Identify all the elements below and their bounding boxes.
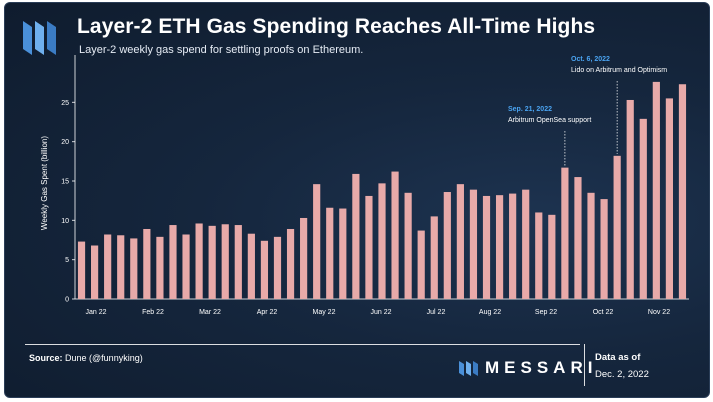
- bar: [91, 245, 99, 299]
- y-tick-label: 10: [61, 218, 69, 225]
- messari-logo-icon: [23, 21, 56, 55]
- bar: [561, 167, 569, 299]
- y-tick-label: 25: [61, 100, 69, 107]
- bar: [495, 195, 504, 299]
- x-tick-label: Aug 22: [479, 309, 501, 316]
- bar: [548, 214, 556, 299]
- data-as-of-date: Dec. 2, 2022: [595, 369, 649, 380]
- bar: [352, 173, 360, 299]
- x-tick-label: Mar 22: [199, 309, 221, 316]
- x-tick-label: Feb 22: [142, 309, 164, 316]
- bar: [300, 217, 308, 299]
- bar: [469, 189, 478, 299]
- x-tick-label: Jul 22: [427, 309, 446, 316]
- x-tick-label: Nov 22: [648, 309, 670, 316]
- brand-mark: MESSARI: [459, 358, 597, 378]
- bar: [639, 118, 647, 299]
- bar: [286, 228, 295, 299]
- bar: [430, 216, 438, 299]
- y-tick-label: 5: [65, 257, 69, 264]
- bar: [208, 225, 216, 299]
- data-as-of-label: Data as of: [595, 352, 641, 363]
- bar-chart: 0 5 10 15 20 25 Weekly Gas Spent (billion) Jan …: [40, 55, 689, 316]
- bar: [221, 224, 229, 299]
- bar: [339, 208, 347, 299]
- bar: [313, 184, 321, 299]
- y-tick-label: 15: [61, 179, 69, 186]
- bar: [417, 230, 425, 299]
- chart-card: Layer-2 ETH Gas Spending Reaches All-Tim…: [4, 2, 710, 398]
- bar: [509, 193, 517, 299]
- bar: [613, 155, 621, 299]
- source-note: Source: Dune (@funnyking): [29, 353, 143, 363]
- bar: [535, 212, 543, 299]
- bar: [365, 195, 373, 299]
- x-tick-label: Apr 22: [257, 309, 278, 316]
- bar: [443, 192, 451, 299]
- messari-brand-icon: [459, 361, 478, 376]
- bar: [130, 238, 138, 299]
- bar: [665, 98, 673, 300]
- bar: [482, 195, 491, 299]
- source-label: Source:: [29, 353, 63, 363]
- y-axis-label: Weekly Gas Spent (billion): [40, 136, 49, 230]
- annotation-date: Oct. 6, 2022: [571, 56, 610, 63]
- bar: [326, 207, 334, 299]
- bar: [378, 183, 386, 299]
- bar: [391, 171, 399, 299]
- bar: [404, 192, 412, 299]
- bar: [574, 177, 582, 299]
- bar: [77, 241, 86, 299]
- bar: [587, 192, 595, 299]
- x-tick-label: Sep 22: [535, 309, 557, 316]
- bar: [626, 99, 634, 300]
- y-tick-label: 0: [65, 297, 69, 304]
- footer-divider: [25, 344, 580, 345]
- chart-title: Layer-2 ETH Gas Spending Reaches All-Tim…: [77, 15, 596, 38]
- source-value: Dune (@funnyking): [65, 353, 143, 363]
- chart-subtitle: Layer-2 weekly gas spend for settling pr…: [79, 44, 364, 56]
- footer-vertical-divider: [584, 344, 585, 386]
- bar: [260, 240, 269, 299]
- bar: [652, 81, 660, 299]
- bar: [143, 228, 151, 299]
- x-tick-label: Jan 22: [85, 309, 106, 316]
- bar: [182, 234, 190, 299]
- bar: [522, 189, 530, 299]
- bar: [156, 236, 164, 299]
- bar: [247, 233, 255, 299]
- annotation-date: Sep. 21, 2022: [508, 106, 552, 113]
- bar: [117, 235, 125, 299]
- bar: [678, 84, 687, 300]
- x-tick-label: Oct 22: [593, 309, 614, 316]
- bar: [169, 225, 177, 299]
- bar: [104, 234, 112, 299]
- x-tick-label: Jun 22: [370, 309, 391, 316]
- bar: [456, 184, 464, 299]
- annotation-text: Lido on Arbitrum and Optimism: [571, 67, 667, 74]
- brand-name: MESSARI: [485, 358, 598, 377]
- bar: [195, 223, 203, 299]
- bar: [600, 199, 608, 299]
- annotation-text: Arbitrum OpenSea support: [508, 117, 591, 124]
- bar: [234, 225, 242, 299]
- y-tick-label: 20: [61, 139, 69, 146]
- x-tick-label: May 22: [313, 309, 336, 316]
- bar: [273, 236, 282, 299]
